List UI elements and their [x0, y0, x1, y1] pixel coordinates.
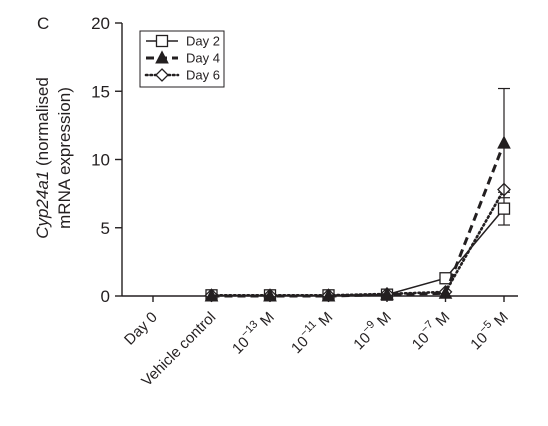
x-tick-label: 10−5 M	[465, 307, 512, 354]
legend-label: Day 2	[186, 34, 220, 49]
y-axis-label-italic: Cyp24a1	[33, 171, 52, 239]
data-point	[204, 288, 219, 302]
data-point	[497, 135, 511, 149]
y-tick-label: 20	[91, 14, 110, 33]
panel-label: C	[37, 14, 49, 33]
data-point	[380, 287, 394, 301]
data-point	[263, 288, 277, 302]
series-day-2	[205, 191, 511, 302]
legend-entry: Day 6	[144, 68, 220, 83]
y-axis-label: Cyp24a1 (normalised	[33, 77, 52, 239]
data-point	[321, 288, 336, 302]
y-axis-label-rest: (normalised	[33, 77, 52, 171]
legend-entry: Day 2	[146, 34, 220, 49]
series-line	[210, 188, 506, 297]
y-tick-label: 0	[101, 287, 110, 306]
x-tick-label: 10−11 M	[286, 307, 336, 357]
legend-marker	[155, 68, 169, 82]
x-tick-label-base: Day 0	[121, 309, 161, 349]
y-tick-label: 15	[91, 82, 110, 101]
legend-marker	[155, 34, 169, 48]
x-tick-label: 10−13 M	[227, 307, 278, 358]
series-layer	[204, 87, 511, 303]
series-line	[211, 142, 506, 298]
legend-entry: Day 4	[146, 50, 220, 66]
y-axis-label-line2: mRNA expression)	[55, 87, 74, 229]
y-tick-label: 5	[101, 219, 110, 238]
legend-label: Day 4	[186, 51, 220, 66]
y-tick-label: 10	[91, 151, 110, 170]
x-tick-label: 10−9 M	[348, 307, 395, 354]
data-point	[438, 285, 453, 299]
x-tick-label: 10−7 M	[407, 307, 454, 354]
data-point	[497, 202, 511, 215]
x-tick-label: Day 0	[121, 309, 161, 349]
legend: Day 2 Day 4 Day 6	[139, 30, 225, 88]
data-point	[439, 272, 452, 285]
series-day-4	[204, 87, 511, 302]
legend-marker	[155, 50, 169, 64]
legend-label: Day 6	[186, 68, 220, 83]
